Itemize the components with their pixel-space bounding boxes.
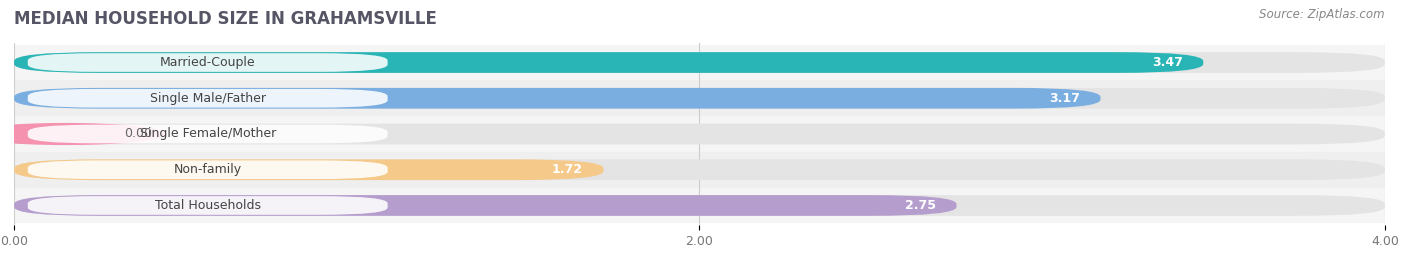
Text: 0.00: 0.00: [124, 128, 152, 140]
FancyBboxPatch shape: [28, 161, 388, 179]
FancyBboxPatch shape: [28, 196, 388, 215]
FancyBboxPatch shape: [14, 88, 1385, 109]
Text: MEDIAN HOUSEHOLD SIZE IN GRAHAMSVILLE: MEDIAN HOUSEHOLD SIZE IN GRAHAMSVILLE: [14, 10, 437, 28]
Text: Total Households: Total Households: [155, 199, 260, 212]
FancyBboxPatch shape: [28, 89, 388, 107]
FancyBboxPatch shape: [14, 195, 1385, 216]
Text: Non-family: Non-family: [173, 163, 242, 176]
FancyBboxPatch shape: [14, 52, 1385, 73]
FancyBboxPatch shape: [14, 116, 1385, 152]
Text: 3.17: 3.17: [1049, 92, 1080, 105]
FancyBboxPatch shape: [14, 80, 1385, 116]
FancyBboxPatch shape: [14, 124, 1385, 144]
Text: 1.72: 1.72: [553, 163, 583, 176]
Text: 3.47: 3.47: [1152, 56, 1182, 69]
Circle shape: [0, 124, 165, 144]
FancyBboxPatch shape: [14, 88, 1101, 109]
FancyBboxPatch shape: [14, 195, 956, 216]
Text: Married-Couple: Married-Couple: [160, 56, 256, 69]
FancyBboxPatch shape: [14, 159, 1385, 180]
FancyBboxPatch shape: [28, 53, 388, 72]
Text: Single Female/Mother: Single Female/Mother: [139, 128, 276, 140]
FancyBboxPatch shape: [28, 125, 388, 143]
FancyBboxPatch shape: [14, 152, 1385, 188]
FancyBboxPatch shape: [14, 52, 1204, 73]
Text: 2.75: 2.75: [905, 199, 936, 212]
Text: Single Male/Father: Single Male/Father: [149, 92, 266, 105]
FancyBboxPatch shape: [14, 159, 603, 180]
FancyBboxPatch shape: [14, 188, 1385, 223]
FancyBboxPatch shape: [14, 45, 1385, 80]
Text: Source: ZipAtlas.com: Source: ZipAtlas.com: [1260, 8, 1385, 21]
